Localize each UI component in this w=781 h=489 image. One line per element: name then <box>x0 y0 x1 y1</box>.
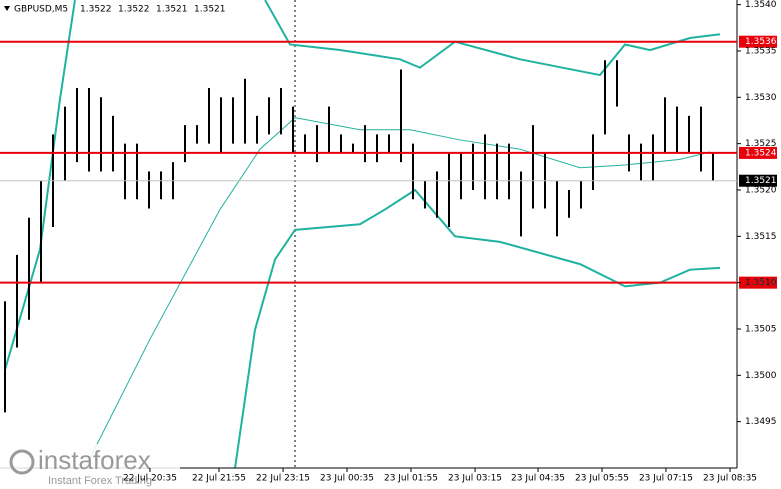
y-tick-label: 1.3540 <box>745 0 777 10</box>
x-tick-label: 22 Jul 21:55 <box>192 474 246 484</box>
level-label-box <box>739 35 777 48</box>
quote-value: 1.3522 <box>118 5 150 15</box>
y-tick-label: 1.3525 <box>745 139 777 149</box>
symbol: GBPUSD,M5 <box>14 5 68 15</box>
quote-value: 1.3521 <box>194 5 226 15</box>
y-tick-label: 1.3530 <box>745 93 777 103</box>
watermark-logo <box>9 449 35 475</box>
x-tick-label: 23 Jul 00:35 <box>320 474 374 484</box>
y-tick-label: 1.3495 <box>745 417 777 427</box>
y-tick-label: 1.3500 <box>745 371 777 381</box>
watermark-box <box>0 444 180 489</box>
watermark-brand: instaforex <box>38 445 151 475</box>
x-tick-label: 23 Jul 04:35 <box>511 474 565 484</box>
y-tick-label: 1.3515 <box>745 232 777 242</box>
x-tick-label: 22 Jul 20:35 <box>123 474 177 484</box>
x-tick-label: 23 Jul 07:15 <box>639 474 693 484</box>
overlay: 1.3536 1.3524 1.3510 1.3521 GBPUSD,M5 1.3522 1… <box>0 5 777 489</box>
x-tick-label: 23 Jul 01:55 <box>384 474 438 484</box>
level-label: 1.3524 <box>745 148 777 158</box>
x-tick-label: 23 Jul 05:55 <box>575 474 629 484</box>
watermark-tagline: Instant Forex Trading <box>48 475 152 487</box>
level-label-box <box>739 146 777 159</box>
plot-area <box>4 0 721 468</box>
indicator-line <box>84 117 711 468</box>
last-price-box <box>739 174 777 187</box>
x-tick-label: 23 Jul 08:35 <box>703 474 757 484</box>
last-price-label: 1.3521 <box>745 176 777 186</box>
y-tick-label: 1.3510 <box>745 278 777 288</box>
level-label: 1.3536 <box>745 37 777 47</box>
x-tick-label: 23 Jul 03:15 <box>448 474 502 484</box>
quote-value: 1.3522 <box>80 5 112 15</box>
y-tick-label: 1.3520 <box>745 185 777 195</box>
x-tick-label: 22 Jul 23:15 <box>256 474 310 484</box>
level-label-box <box>739 276 777 289</box>
quote-value: 1.3521 <box>156 5 188 15</box>
y-tick-label: 1.3535 <box>745 46 777 56</box>
level-label: 1.3510 <box>745 278 777 288</box>
header-arrow <box>4 6 10 11</box>
indicator-line <box>4 0 721 371</box>
y-tick-label: 1.3505 <box>745 324 777 334</box>
